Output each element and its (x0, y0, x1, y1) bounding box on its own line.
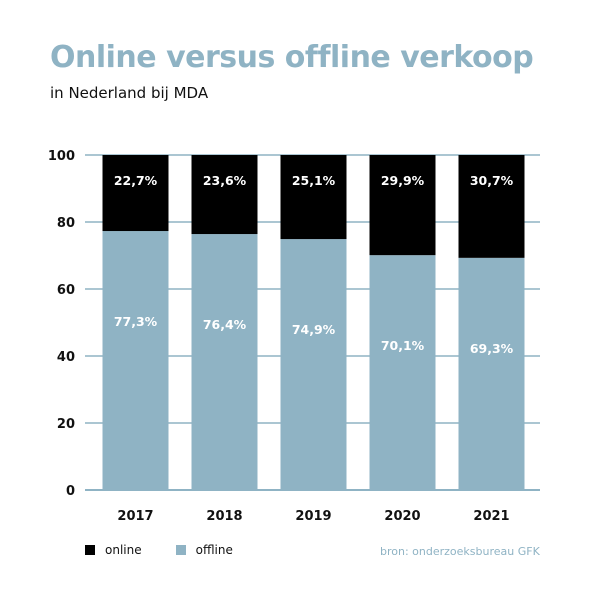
bar-online-2017 (102, 155, 169, 232)
bar-online-2020 (369, 155, 436, 256)
y-tick-label-20: 20 (57, 417, 75, 432)
data-label-offline-2017: 77,3% (114, 314, 158, 329)
y-tick-label-40: 40 (57, 350, 75, 365)
bar-offline-2021 (458, 257, 525, 490)
legend-swatch-online (85, 545, 95, 555)
y-tick-label-0: 0 (66, 484, 75, 499)
bar-offline-2018 (191, 234, 258, 490)
bar-online-2019 (280, 155, 347, 240)
bar-online-2021 (458, 155, 525, 258)
data-label-online-2018: 23,6% (203, 173, 247, 188)
data-label-offline-2021: 69,3% (470, 341, 514, 356)
y-tick-label-100: 100 (48, 149, 75, 164)
legend-item-offline: offline (175, 543, 233, 557)
data-label-offline-2018: 76,4% (203, 317, 247, 332)
y-tick-label-60: 60 (57, 283, 75, 298)
x-tick-label-2018: 2018 (206, 509, 242, 524)
x-tick-label-2021: 2021 (473, 509, 509, 524)
data-label-online-2019: 25,1% (292, 173, 336, 188)
bar-online-2018 (191, 155, 258, 235)
source-note: bron: onderzoeksbureau GFK (380, 545, 540, 558)
legend-label-online: online (105, 543, 142, 557)
x-tick-label-2020: 2020 (384, 509, 420, 524)
x-tick-label-2017: 2017 (117, 509, 153, 524)
legend-item-online: online (85, 543, 142, 557)
legend-swatch-offline (175, 545, 186, 555)
bar-offline-2019 (280, 239, 347, 490)
legend-label-offline: offline (195, 543, 233, 557)
data-label-offline-2020: 70,1% (381, 338, 425, 353)
chart-subtitle: in Nederland bij MDA (50, 84, 209, 102)
bar-offline-2017 (102, 231, 169, 491)
y-tick-label-80: 80 (57, 216, 75, 231)
legend: online offline (85, 543, 267, 557)
x-tick-label-2019: 2019 (295, 509, 331, 524)
bar-offline-2020 (369, 255, 436, 490)
chart-title: Online versus offline verkoop (50, 40, 534, 75)
data-label-online-2017: 22,7% (114, 173, 158, 188)
data-label-offline-2019: 74,9% (292, 322, 336, 337)
data-label-online-2020: 29,9% (381, 173, 425, 188)
data-label-online-2021: 30,7% (470, 173, 514, 188)
